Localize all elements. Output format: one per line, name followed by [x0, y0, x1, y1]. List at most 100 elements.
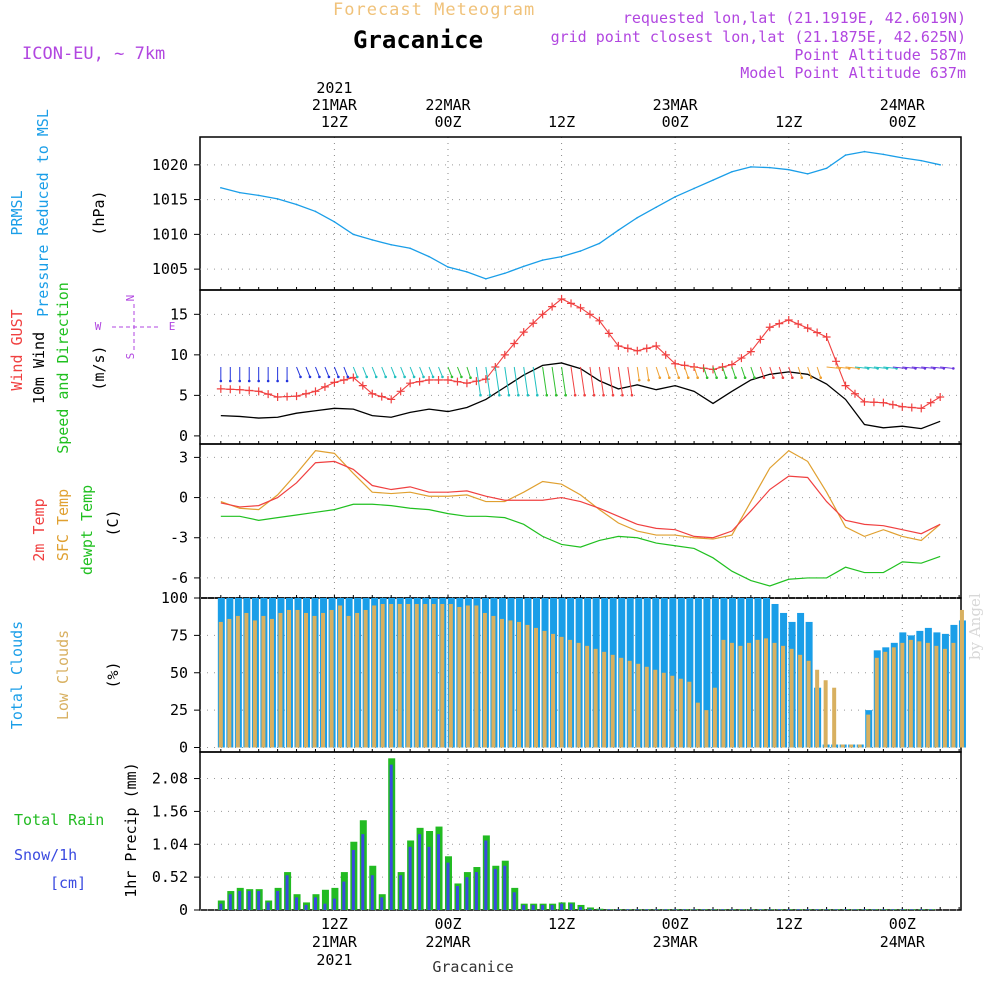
wind-arrow-head [479, 393, 482, 397]
pressure-point [882, 153, 885, 156]
gust-marker [860, 397, 869, 406]
low-cloud-bar [678, 678, 683, 748]
bottom-time-label: 12Z [548, 915, 575, 933]
top-time-label: 12Z [775, 113, 802, 131]
low-cloud-bar [295, 609, 300, 748]
y-tick-label: 0 [179, 489, 188, 507]
precip-unit: 1hr Precip (mm) [122, 762, 140, 897]
low-cloud-bar [653, 669, 658, 748]
snow-bar [266, 902, 270, 910]
low-cloud-bar [576, 642, 581, 748]
low-cloud-bar [568, 639, 573, 748]
snow-bar [351, 849, 355, 910]
wind-arrow-head [393, 375, 397, 379]
low-cloud-bar [269, 618, 274, 748]
wind-arrow-head [450, 375, 454, 379]
snow-bar [399, 875, 403, 910]
wind-arrow [930, 366, 944, 369]
gust-marker [756, 335, 765, 344]
compass-w: W [95, 320, 102, 333]
low-cloud-bar [798, 654, 803, 748]
snow-bar [673, 909, 677, 910]
total-cloud-bar [703, 598, 711, 748]
snow-bar [872, 909, 876, 910]
wind-arrow [589, 366, 595, 396]
snow-bar [247, 891, 251, 910]
gust-marker [481, 375, 490, 384]
wind-arrow [627, 366, 633, 396]
y-tick-label: 0.52 [152, 868, 188, 886]
wind-arrow-head [384, 375, 387, 379]
low-cloud-bar [491, 615, 496, 748]
pressure-line [220, 150, 941, 280]
pressure-point [428, 255, 430, 258]
gust-marker [690, 363, 699, 371]
gust-marker [245, 386, 254, 395]
low-cloud-bar [431, 603, 436, 748]
low-cloud-bar [917, 641, 922, 748]
gust-marker [775, 319, 784, 328]
snow-bar [891, 909, 895, 910]
snow-bar [597, 909, 601, 910]
low-cloud-bar [508, 620, 513, 748]
wind-arrow [684, 366, 689, 378]
pressure-point [712, 179, 714, 181]
snow-bar [361, 834, 365, 910]
pressure-point [485, 278, 487, 280]
snow-bar [512, 892, 516, 910]
gust-marker [642, 344, 651, 353]
gust-marker [264, 390, 273, 399]
total-cloud-bar [686, 598, 694, 748]
snow-bar [881, 909, 885, 910]
top-time-label: 22MAR [425, 96, 471, 114]
requested-coords: requested lon,lat (21.1919E, 42.6019N) [622, 9, 966, 27]
rain-bar [321, 889, 329, 910]
compass-e: E [169, 320, 176, 333]
wind-arrow [845, 366, 859, 369]
wind-arrow [608, 366, 614, 396]
gust-marker [453, 377, 462, 386]
wind-arrow [456, 366, 462, 378]
snow-bar [257, 891, 261, 910]
low-cloud-bar [900, 642, 905, 748]
wind-arrow-head [308, 375, 312, 379]
wind-label-dir: Speed and Direction [54, 282, 72, 454]
pressure-point [295, 203, 298, 206]
wind-arrow [750, 366, 755, 378]
gridpoint-coords: grid point closest lon,lat (21.1875E, 42… [550, 28, 966, 46]
wind-arrow [485, 366, 491, 396]
wind-arrow [551, 366, 557, 396]
low-cloud-bar [559, 636, 564, 748]
low-cloud-bar [244, 612, 249, 748]
low-cloud-bar [857, 744, 862, 748]
snow-bar [825, 909, 829, 910]
pressure-point [409, 247, 411, 250]
gust-marker [917, 404, 926, 413]
low-cloud-bar [516, 621, 521, 748]
gust-line [220, 298, 941, 409]
wind-arrow-head [743, 376, 747, 380]
pressure-point [447, 266, 449, 268]
wind-arrow [466, 366, 471, 378]
snow-bar [560, 903, 564, 910]
snow-bar [844, 909, 848, 910]
top-time-label: 00Z [889, 113, 916, 131]
gust-marker [898, 402, 907, 411]
wind-arrow-head [819, 376, 823, 380]
pressure-point [787, 168, 790, 171]
low-cloud-bar [832, 687, 837, 748]
wind-arrow [807, 366, 812, 378]
low-cloud-bar [840, 744, 845, 748]
wind-arrow [731, 366, 737, 378]
temp-unit: (C) [104, 509, 122, 536]
wind-arrow-head [667, 376, 671, 380]
pressure-point [693, 187, 695, 190]
bottom-time-label: 12Z [321, 915, 348, 933]
wind-arrow-head [705, 376, 709, 380]
snow-bar [418, 834, 422, 910]
pressure-point [655, 206, 658, 209]
sfc-temp-line [220, 449, 941, 542]
low-cloud-bar [499, 618, 504, 748]
gust-marker [254, 387, 263, 396]
